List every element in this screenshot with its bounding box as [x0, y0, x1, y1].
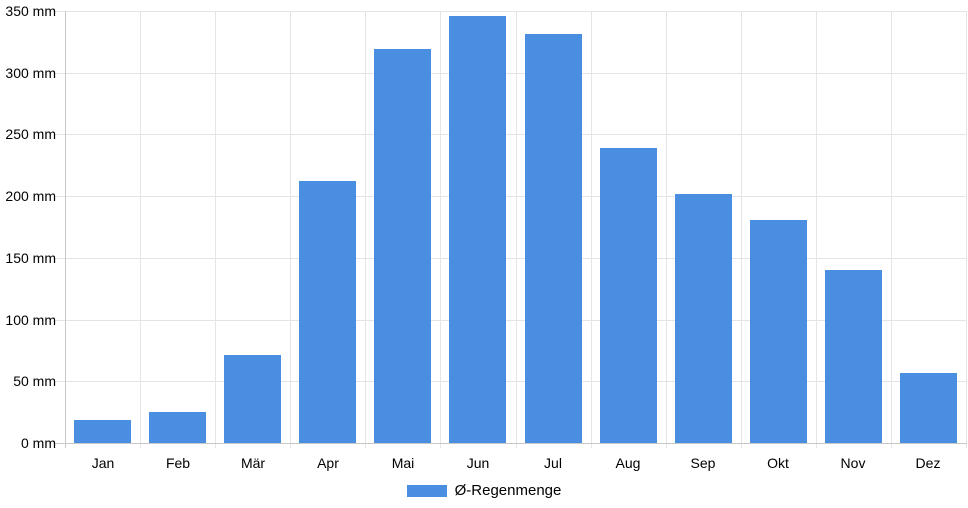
gridline-horizontal — [55, 196, 967, 197]
legend-color-swatch-icon — [406, 484, 447, 497]
gridline-horizontal — [55, 320, 967, 321]
x-tick-label: Okt — [767, 455, 789, 471]
y-tick-label: 50 mm — [13, 373, 56, 389]
x-tick-label: Jul — [544, 455, 562, 471]
gridline-horizontal — [55, 258, 967, 259]
bar-okt[interactable] — [750, 220, 807, 443]
bar-aug[interactable] — [600, 148, 657, 443]
y-tick-label: 0 mm — [21, 435, 56, 451]
x-tick-label: Nov — [840, 455, 866, 471]
y-tick-label: 350 mm — [5, 3, 56, 19]
x-axis-line — [55, 443, 967, 444]
x-tick-label: Mär — [240, 455, 266, 471]
legend-label: Ø-Regenmenge — [454, 482, 562, 499]
bar-mai[interactable] — [374, 49, 431, 443]
bar-jan[interactable] — [74, 420, 131, 443]
x-tick-label: Aug — [615, 455, 641, 471]
gridline-horizontal — [55, 134, 967, 135]
y-tick-label: 300 mm — [5, 65, 56, 81]
y-tick-label: 150 mm — [5, 250, 56, 266]
bar-sep[interactable] — [675, 194, 732, 443]
y-axis-line — [65, 11, 66, 448]
bar-apr[interactable] — [299, 181, 356, 443]
x-tick-label: Mai — [391, 455, 415, 471]
bar-jul[interactable] — [525, 34, 582, 443]
bar-feb[interactable] — [149, 412, 206, 443]
gridline-vertical — [891, 11, 892, 448]
gridline-horizontal — [55, 11, 967, 12]
gridline-vertical — [816, 11, 817, 448]
gridline-vertical — [591, 11, 592, 448]
gridline-vertical — [966, 11, 967, 448]
gridline-vertical — [440, 11, 441, 448]
gridline-vertical — [290, 11, 291, 448]
x-tick-label: Jan — [91, 455, 115, 471]
gridline-horizontal — [55, 73, 967, 74]
legend[interactable]: Ø-Regenmenge — [0, 482, 968, 499]
y-tick-label: 200 mm — [5, 188, 56, 204]
bar-nov[interactable] — [825, 270, 882, 443]
gridline-vertical — [140, 11, 141, 448]
gridline-horizontal — [55, 381, 967, 382]
x-tick-label: Dez — [915, 455, 941, 471]
x-tick-label: Jun — [466, 455, 490, 471]
bar-dez[interactable] — [900, 373, 957, 443]
bar-mar[interactable] — [224, 355, 281, 443]
gridline-vertical — [666, 11, 667, 448]
y-tick-label: 100 mm — [5, 312, 56, 328]
x-tick-label: Sep — [690, 455, 716, 471]
y-tick-label: 250 mm — [5, 126, 56, 142]
x-tick-label: Feb — [165, 455, 191, 471]
gridline-vertical — [516, 11, 517, 448]
x-tick-label: Apr — [317, 455, 339, 471]
gridline-vertical — [365, 11, 366, 448]
gridline-vertical — [741, 11, 742, 448]
gridline-vertical — [215, 11, 216, 448]
bar-jun[interactable] — [449, 16, 506, 443]
